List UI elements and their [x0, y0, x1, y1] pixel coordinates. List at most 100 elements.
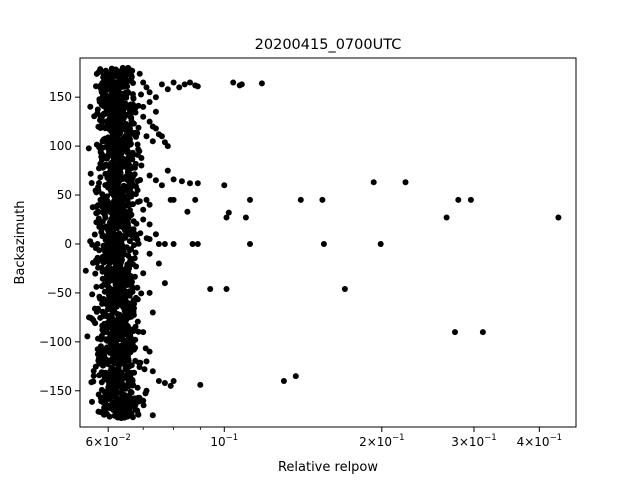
data-point [119, 242, 126, 249]
y-tick-label: 50 [57, 188, 72, 202]
data-point [194, 180, 201, 187]
data-point [98, 332, 105, 339]
data-point [90, 372, 97, 379]
y-tick-label: 150 [49, 90, 72, 104]
data-point [128, 362, 135, 369]
data-point [130, 201, 136, 208]
data-point [95, 264, 102, 271]
data-point [120, 201, 127, 208]
data-point [114, 145, 121, 152]
data-point [93, 70, 100, 77]
data-point [106, 182, 112, 189]
data-point [128, 191, 135, 198]
data-point [131, 242, 137, 249]
data-point [126, 314, 133, 321]
data-point [146, 118, 153, 125]
data-point [111, 94, 118, 101]
data-point [109, 342, 116, 349]
data-point [101, 288, 108, 295]
data-point [109, 357, 116, 364]
data-point [100, 357, 107, 364]
data-point [192, 196, 199, 203]
data-point [221, 182, 228, 189]
data-point [128, 117, 135, 124]
data-point [455, 196, 462, 203]
data-point [112, 126, 119, 133]
y-tick-label: −100 [39, 335, 72, 349]
data-point [112, 411, 119, 418]
data-point [96, 143, 103, 150]
data-point [87, 103, 94, 110]
data-point [100, 74, 107, 81]
data-point [140, 270, 147, 277]
chart-title: 20200415_0700UTC [255, 37, 402, 53]
data-point [129, 156, 136, 163]
data-point [223, 214, 230, 221]
data-point [158, 182, 165, 189]
y-tick-label: 0 [64, 237, 72, 251]
data-point [140, 79, 147, 86]
data-point [187, 79, 193, 86]
data-point [109, 399, 116, 405]
data-point [99, 233, 106, 240]
data-point [106, 80, 113, 87]
data-point [132, 160, 139, 167]
data-point [103, 223, 110, 230]
data-point [115, 314, 122, 321]
data-point [100, 208, 107, 215]
data-point [108, 228, 115, 235]
data-point [138, 91, 144, 98]
data-point [93, 283, 100, 290]
data-point [113, 395, 120, 402]
data-point [138, 162, 145, 169]
data-point [94, 259, 100, 266]
data-point [112, 210, 119, 217]
data-point [141, 366, 148, 373]
data-point [97, 295, 103, 302]
data-point [110, 337, 117, 344]
data-point [112, 243, 119, 250]
data-point [101, 320, 108, 327]
data-point [113, 152, 120, 159]
data-point [106, 149, 113, 156]
data-point [119, 407, 126, 414]
data-point [158, 81, 165, 88]
data-point [97, 112, 104, 119]
data-point [130, 297, 137, 304]
data-point [114, 222, 121, 229]
data-point [247, 241, 253, 247]
data-point [134, 178, 141, 184]
data-point [123, 399, 130, 405]
data-point [106, 277, 113, 284]
data-point [104, 93, 111, 99]
data-point [122, 267, 129, 274]
data-point [136, 364, 143, 370]
data-point [130, 94, 137, 101]
x-tick-label: 10−1 [210, 433, 238, 449]
data-point [140, 329, 147, 336]
data-point [146, 221, 153, 228]
data-point [127, 333, 133, 340]
data-point [158, 133, 165, 140]
data-point [140, 397, 147, 404]
data-point [104, 270, 111, 277]
data-point [121, 209, 128, 216]
data-point [91, 231, 98, 238]
data-point [140, 113, 147, 120]
data-point [178, 178, 185, 185]
data-point [102, 110, 109, 117]
data-point [117, 214, 124, 221]
data-point [135, 102, 142, 109]
data-point [118, 90, 125, 97]
data-point [131, 255, 138, 262]
data-point [107, 205, 114, 212]
data-point [121, 83, 128, 90]
data-point [161, 280, 168, 287]
data-point [140, 103, 147, 110]
data-point [99, 397, 106, 404]
data-point [116, 233, 123, 240]
data-point [146, 236, 153, 243]
data-point [93, 83, 99, 90]
data-point [99, 300, 106, 307]
data-point [124, 341, 131, 347]
